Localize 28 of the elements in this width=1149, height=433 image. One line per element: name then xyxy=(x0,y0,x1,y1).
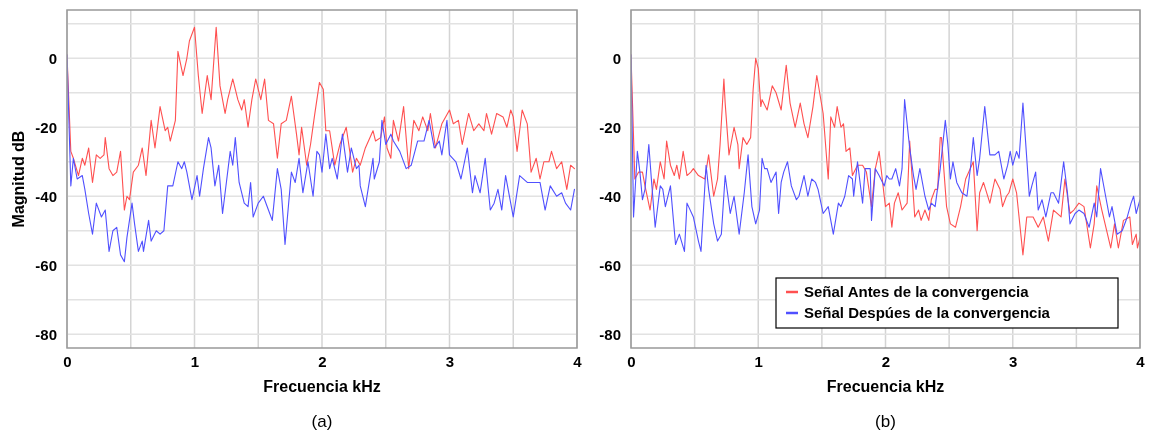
text: (b) xyxy=(875,412,896,431)
y-tick-label: -80 xyxy=(35,325,57,343)
x-tick-label: 3 xyxy=(1009,352,1018,370)
y-tick-label: -60 xyxy=(35,256,57,274)
x-tick-label: 0 xyxy=(63,352,72,370)
x-tick-label: 2 xyxy=(881,352,891,370)
y-tick-label: -40 xyxy=(599,187,621,205)
x-tick-label: 1 xyxy=(190,352,200,370)
text: (a) xyxy=(311,412,333,431)
x-tick-label: 4 xyxy=(573,352,583,370)
y-tick-label: -20 xyxy=(35,118,57,136)
y-tick-label: -40 xyxy=(35,187,57,205)
x-tick-label: 2 xyxy=(318,352,327,370)
line-series xyxy=(67,26,575,211)
y-tick-label: 0 xyxy=(612,49,621,67)
y-tick-label: -60 xyxy=(599,256,621,274)
legend-label: Señal Despúes de la convergencia xyxy=(804,304,1051,321)
y-tick-label: -20 xyxy=(599,118,621,136)
legend-label: Señal Antes de la convergencia xyxy=(804,283,1030,300)
x-tick-label: 3 xyxy=(445,352,455,370)
x-tick-label: 0 xyxy=(627,352,636,370)
x-tick-label: 4 xyxy=(1136,352,1146,370)
x-axis-title: Frecuencia kHz xyxy=(263,378,381,395)
y-axis-title: Magnitud dB xyxy=(10,130,27,228)
y-tick-label: 0 xyxy=(48,49,57,67)
x-axis-title: Frecuencia kHz xyxy=(826,378,945,395)
y-tick-label: -80 xyxy=(599,325,621,343)
x-tick-label: 1 xyxy=(754,352,763,370)
